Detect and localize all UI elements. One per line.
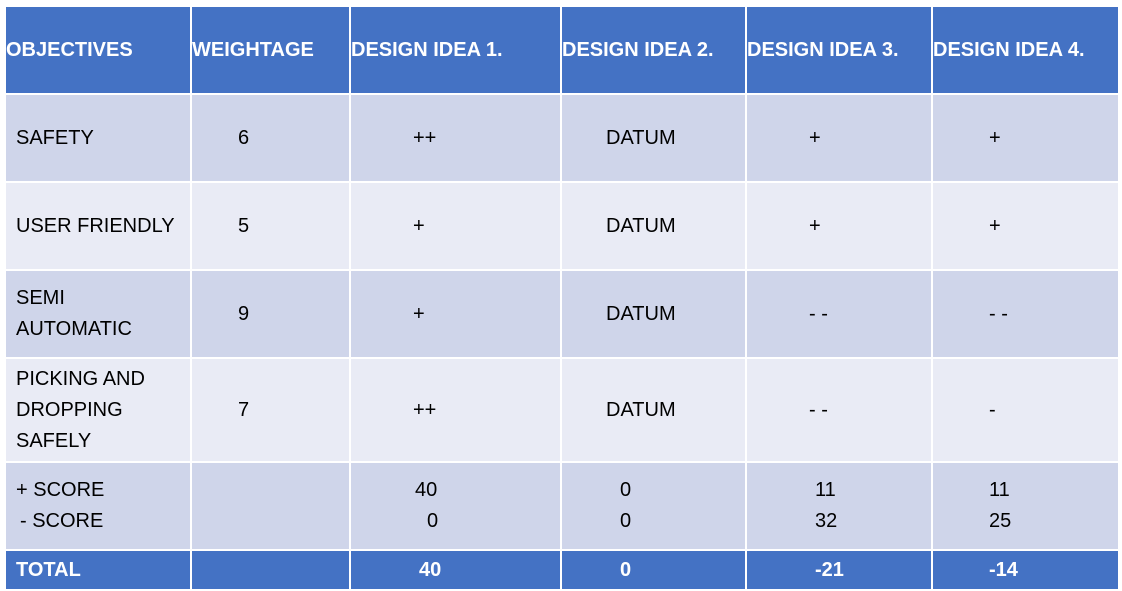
idea1-cell: ++ (349, 93, 562, 183)
header-design-idea-2: DESIGN IDEA 2. (560, 5, 747, 95)
idea3-cell: - - (745, 357, 933, 463)
total-weight-cell (190, 549, 351, 591)
plus-score-label: + SCORE (16, 479, 105, 501)
idea4-score-cell: 11 25 (931, 461, 1120, 551)
objective-cell: USER FRIENDLY (4, 181, 192, 271)
idea3-plus-score: 11 (815, 479, 836, 501)
idea3-score-cell: 11 32 (745, 461, 933, 551)
idea4-cell: + (931, 93, 1120, 183)
idea2-plus-score: 0 (620, 479, 632, 501)
idea2-cell: DATUM (560, 357, 747, 463)
idea3-total: -21 (745, 549, 933, 591)
idea1-plus-score: 40 (415, 479, 438, 501)
idea4-cell: + (931, 181, 1120, 271)
header-design-idea-1: DESIGN IDEA 1. (349, 5, 562, 95)
idea3-minus-score: 32 (815, 510, 838, 532)
minus-score-label: - SCORE (20, 510, 104, 532)
table-row: PICKING AND DROPPING SAFELY 7 ++ DATUM -… (4, 357, 1120, 463)
objective-cell: SAFETY (4, 93, 192, 183)
idea4-cell: - - (931, 269, 1120, 359)
idea1-score-cell: 40 0 (349, 461, 562, 551)
header-design-idea-3: DESIGN IDEA 3. (745, 5, 933, 95)
idea4-cell: - (931, 357, 1120, 463)
idea1-cell: + (349, 269, 562, 359)
objective-line: SAFELY (16, 429, 92, 452)
objective-line: AUTOMATIC (16, 318, 132, 340)
score-row: + SCORE - SCORE 40 0 0 0 11 32 11 25 (4, 461, 1120, 551)
total-row: TOTAL 40 0 -21 -14 (4, 549, 1120, 591)
idea2-total: 0 (560, 549, 747, 591)
idea1-total: 40 (349, 549, 562, 591)
objective-cell: SEMI AUTOMATIC (4, 269, 192, 359)
table-row: SAFETY 6 ++ DATUM + + (4, 93, 1120, 183)
table-row: SEMI AUTOMATIC 9 + DATUM - - - - (4, 269, 1120, 359)
score-weight-cell (190, 461, 351, 551)
objective-line: DROPPING (16, 398, 123, 421)
total-label: TOTAL (4, 549, 192, 591)
header-design-idea-4: DESIGN IDEA 4. (931, 5, 1120, 95)
weight-cell: 5 (190, 181, 351, 271)
header-objectives: OBJECTIVES (4, 5, 192, 95)
idea2-cell: DATUM (560, 181, 747, 271)
weight-cell: 6 (190, 93, 351, 183)
idea2-cell: DATUM (560, 269, 747, 359)
idea2-score-cell: 0 0 (560, 461, 747, 551)
decision-matrix-table: OBJECTIVES WEIGHTAGE DESIGN IDEA 1. DESI… (4, 5, 1120, 591)
score-labels-cell: + SCORE - SCORE (4, 461, 192, 551)
objective-line: SEMI (16, 287, 65, 309)
idea4-minus-score: 25 (989, 510, 1012, 532)
idea1-minus-score: 0 (427, 510, 439, 532)
idea4-plus-score: 11 (989, 479, 1010, 501)
idea2-cell: DATUM (560, 93, 747, 183)
header-row: OBJECTIVES WEIGHTAGE DESIGN IDEA 1. DESI… (4, 5, 1120, 95)
weight-cell: 7 (190, 357, 351, 463)
idea2-minus-score: 0 (620, 510, 632, 532)
header-weightage: WEIGHTAGE (190, 5, 351, 95)
table-row: USER FRIENDLY 5 + DATUM + + (4, 181, 1120, 271)
idea1-cell: + (349, 181, 562, 271)
idea3-cell: - - (745, 269, 933, 359)
weight-cell: 9 (190, 269, 351, 359)
idea4-total: -14 (931, 549, 1120, 591)
idea3-cell: + (745, 181, 933, 271)
objective-line: PICKING AND (16, 367, 145, 390)
idea1-cell: ++ (349, 357, 562, 463)
idea3-cell: + (745, 93, 933, 183)
objective-cell: PICKING AND DROPPING SAFELY (4, 357, 192, 463)
